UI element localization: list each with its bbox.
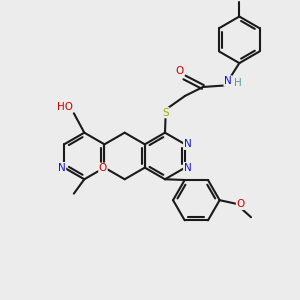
Text: O: O [99,163,107,173]
Text: N: N [184,139,191,149]
Text: N: N [184,163,191,172]
Text: N: N [224,76,232,86]
Text: S: S [162,108,169,118]
Text: O: O [236,199,245,209]
Text: O: O [176,66,184,76]
Text: H: H [234,77,242,88]
Text: N: N [58,163,66,172]
Text: HO: HO [57,102,73,112]
